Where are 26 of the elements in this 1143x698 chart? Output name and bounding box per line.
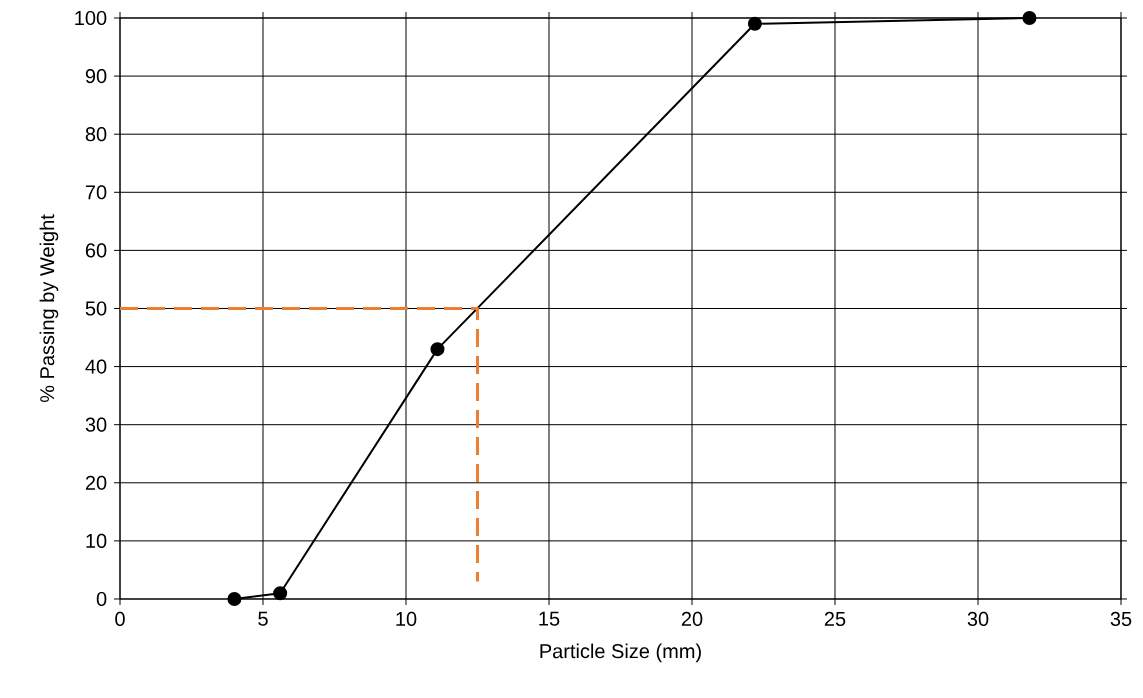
point xyxy=(430,342,445,357)
point xyxy=(227,591,242,606)
x-tick-label: 35 xyxy=(1110,611,1132,627)
x-tick-label: 10 xyxy=(396,611,417,627)
x-tick-label: 5 xyxy=(258,611,268,626)
y-tick-label: 70 xyxy=(85,185,107,200)
y-tick-label: 80 xyxy=(85,127,107,142)
y-tick-label: 60 xyxy=(85,243,107,258)
y-tick-label: 30 xyxy=(85,417,107,432)
x-tick-label: 25 xyxy=(824,611,846,627)
y-tick-label: 90 xyxy=(85,69,107,84)
point xyxy=(273,586,288,601)
x-tick-label: 15 xyxy=(539,611,560,626)
y-axis-title: % Passing by Weight xyxy=(39,214,59,403)
y-tick-label: 20 xyxy=(85,475,107,490)
y-tick-label: 10 xyxy=(86,533,107,548)
x-tick-label: 20 xyxy=(681,611,703,627)
y-tick-label: 0 xyxy=(96,591,107,607)
x-tick-label: 30 xyxy=(967,611,989,627)
x-axis-title: Particle Size (mm) xyxy=(540,643,701,663)
y-tick-label: 50 xyxy=(85,301,107,316)
point xyxy=(1022,10,1037,25)
point xyxy=(747,16,762,31)
y-tick-label: 100 xyxy=(75,10,107,26)
x-tick-label: 0 xyxy=(115,611,125,627)
y-tick-label: 40 xyxy=(85,359,107,374)
